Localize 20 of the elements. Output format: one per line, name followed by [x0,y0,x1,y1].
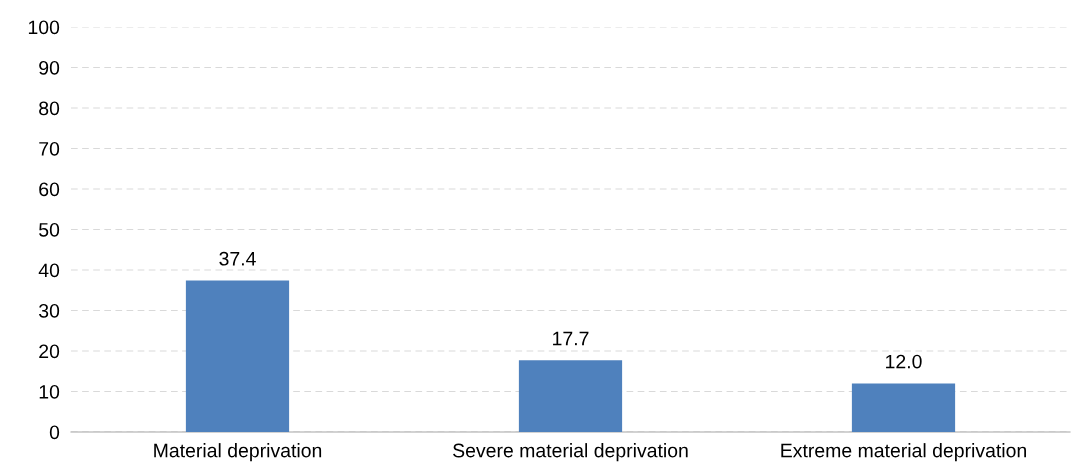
y-tick-label: 90 [39,60,60,75]
x-tick-label: Material deprivation [154,443,322,462]
x-tick-label: Severe material deprivation [453,443,688,462]
data-label: 12.0 [886,354,922,369]
y-tick-label: 80 [39,101,60,116]
y-tick-label: 0 [49,425,60,440]
bar [185,280,290,432]
y-tick-label: 50 [39,222,60,237]
y-tick-label: 60 [39,182,60,197]
y-tick-label: 40 [38,263,60,278]
x-tick-label: Extreme material deprivation [781,443,1026,462]
bar [518,360,623,432]
y-tick-label: 20 [39,344,60,359]
data-label: 17.7 [553,331,589,346]
y-tick-label: 100 [28,20,60,35]
y-tick-label: 10 [39,384,60,399]
bar [851,383,956,432]
y-tick-label: 30 [39,303,60,318]
y-tick-label: 70 [39,141,60,156]
data-label: 37.4 [219,251,256,266]
